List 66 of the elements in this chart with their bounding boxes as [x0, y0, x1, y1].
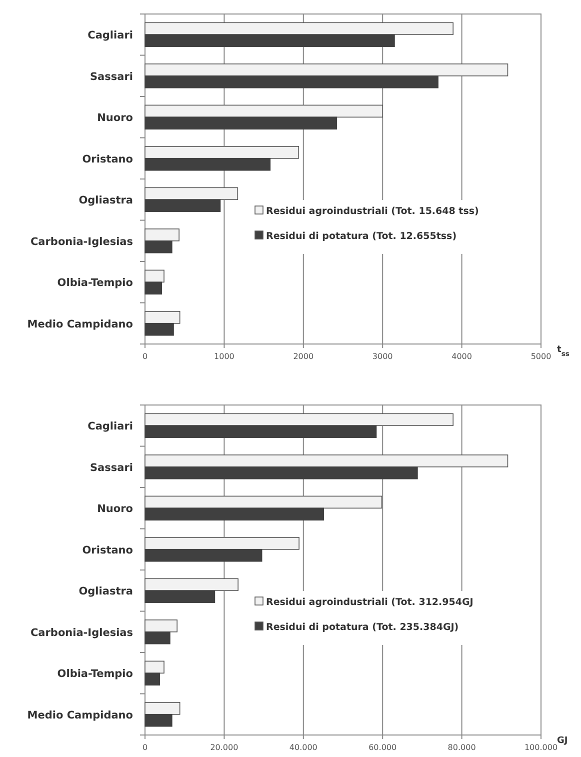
bar [144, 496, 382, 509]
bar [144, 240, 172, 254]
x-tick-label: 4000 [452, 352, 472, 361]
bar [144, 34, 395, 47]
legend-label: Residui di potatura (Tot. 235.384GJ) [266, 622, 459, 633]
bar [144, 146, 300, 159]
bar [144, 116, 338, 130]
x-axis-title: GJ [557, 736, 568, 746]
x-tick-label: 100.000 [524, 743, 558, 752]
bar [144, 75, 438, 88]
x-tick-label: 0 [142, 743, 148, 752]
x-tick-label: 2000 [293, 352, 314, 361]
y-tick-label: Medio Campidano [27, 318, 133, 330]
x-tick-label: 0 [142, 352, 148, 361]
bar [144, 228, 180, 242]
x-tick-label: 60.000 [368, 743, 397, 752]
y-tick-label: Ogliastra [78, 194, 133, 207]
x-tick-label: 80.000 [448, 743, 476, 752]
bar [144, 620, 178, 632]
y-tick-label: Olbia-Tempio [57, 668, 133, 680]
bar [144, 578, 238, 592]
bar [144, 158, 271, 171]
y-tick-label: Carbonia-Iglesias [30, 236, 133, 248]
x-tick-label: 1000 [214, 352, 234, 361]
bar [144, 199, 221, 212]
bar [144, 660, 164, 674]
y-tick-label: Cagliari [88, 30, 133, 42]
bar [144, 631, 170, 644]
bar [144, 537, 300, 550]
x-tick-label: 5000 [530, 352, 552, 361]
bar [144, 466, 418, 480]
bar [144, 672, 160, 686]
y-tick-label: Sassari [90, 70, 133, 83]
bar [144, 702, 180, 715]
y-tick-label: Ogliastra [78, 586, 133, 598]
bar [144, 714, 172, 727]
y-tick-label: Cagliari [88, 420, 133, 433]
bar [144, 508, 324, 520]
y-tick-label: Oristano [82, 544, 133, 556]
bar [144, 64, 508, 76]
bar [144, 548, 262, 562]
y-tick-label: Nuoro [97, 503, 133, 516]
bar [144, 270, 164, 283]
x-tick-label: 20.000 [210, 743, 238, 752]
bar [144, 425, 377, 438]
y-tick-label: Nuoro [97, 112, 133, 124]
bar [144, 322, 174, 336]
x-tick-label: 3000 [372, 352, 393, 361]
bar [144, 590, 216, 603]
y-tick-label: Sassari [90, 462, 133, 474]
legend-label: Residui di potatura (Tot. 12.655tss) [266, 231, 457, 242]
y-tick-label: Oristano [82, 153, 133, 166]
bar [144, 413, 454, 426]
y-tick-label: Medio Campidano [27, 709, 133, 722]
legend-label: Residui agroindustriali (Tot. 15.648 tss) [266, 206, 479, 217]
x-axis-title: t$_{ss}$ [557, 345, 570, 358]
bar [144, 311, 180, 324]
bar [144, 454, 508, 468]
bar [144, 22, 454, 36]
bar [144, 104, 383, 118]
bar [144, 282, 162, 294]
y-tick-label: Carbonia-Iglesias [30, 626, 133, 639]
y-tick-label: Olbia-Tempio [57, 277, 133, 290]
legend-label: Residui agroindustriali (Tot. 312.954GJ [266, 597, 474, 608]
x-tick-label: 40.000 [289, 743, 318, 752]
bar [144, 187, 238, 200]
